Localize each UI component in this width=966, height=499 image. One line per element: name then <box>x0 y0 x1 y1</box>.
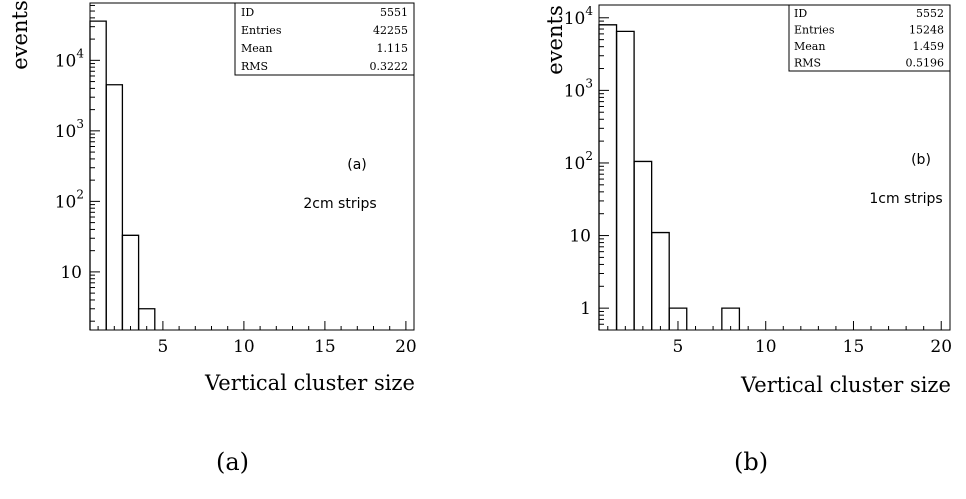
caption-a: (a) <box>216 448 250 476</box>
stats-value: 0.3222 <box>370 60 409 73</box>
stats-box <box>234 2 415 76</box>
stats-label: Mean <box>794 40 825 53</box>
x-axis-label: Vertical cluster size <box>740 373 951 397</box>
y-tick-label: 10 <box>569 227 591 247</box>
stats-label: RMS <box>241 60 268 73</box>
stats-label: Mean <box>241 42 272 55</box>
y-tick-label: 104 <box>55 46 85 71</box>
caption-b: (b) <box>734 448 769 476</box>
stats-value: 0.5196 <box>906 56 945 69</box>
stats-value: 1.459 <box>913 40 945 53</box>
y-tick-label: 104 <box>564 4 594 29</box>
histogram-bin <box>721 307 741 330</box>
y-tick-label: 102 <box>564 149 593 174</box>
x-tick-label: 20 <box>930 337 952 357</box>
histogram-panel-a: 5 10 15 20 10 102 103 104 events Vertical cluster… <box>8 0 417 395</box>
histogram-bin <box>121 234 140 330</box>
x-tick-label: 15 <box>314 337 336 357</box>
stats-value: 5552 <box>916 7 944 20</box>
y-tick-label: 103 <box>55 117 84 142</box>
x-tick-label: 10 <box>233 337 255 357</box>
plot-annotation: 2cm strips <box>303 196 376 212</box>
y-axis-label: events <box>8 0 32 69</box>
histogram-bin <box>651 231 670 330</box>
x-tick-label: 20 <box>395 337 417 357</box>
x-tick-label: 15 <box>843 337 865 357</box>
histogram-bin <box>105 84 124 330</box>
x-tick-label: 5 <box>673 337 684 357</box>
stats-value: 15248 <box>909 23 944 36</box>
y-tick-label: 1 <box>580 299 591 319</box>
x-axis-label: Vertical cluster size <box>204 371 415 395</box>
stats-value: 1.115 <box>377 42 409 55</box>
y-tick-label: 102 <box>55 187 84 212</box>
histogram-bin <box>668 307 688 330</box>
plot-annotation: (a) <box>347 157 367 173</box>
histogram-bin <box>633 160 653 330</box>
stats-label: RMS <box>794 56 821 69</box>
stats-value: 42255 <box>373 24 408 37</box>
histogram-bin <box>598 24 618 330</box>
stats-value: 5551 <box>380 6 408 19</box>
y-axis-label: events <box>543 5 567 74</box>
plot-annotation: 1cm strips <box>869 191 942 207</box>
x-tick-label: 10 <box>755 337 777 357</box>
stats-label: Entries <box>241 24 282 37</box>
histogram-bin <box>615 30 635 330</box>
stats-box <box>788 4 951 72</box>
stats-label: ID <box>241 6 254 19</box>
y-tick-label: 103 <box>564 76 593 101</box>
y-tick-label: 10 <box>60 263 82 283</box>
histogram-bin <box>137 308 156 330</box>
plot-annotation: (b) <box>911 152 931 168</box>
stats-label: Entries <box>794 23 835 36</box>
x-tick-label: 5 <box>157 337 168 357</box>
stats-label: ID <box>794 7 807 20</box>
